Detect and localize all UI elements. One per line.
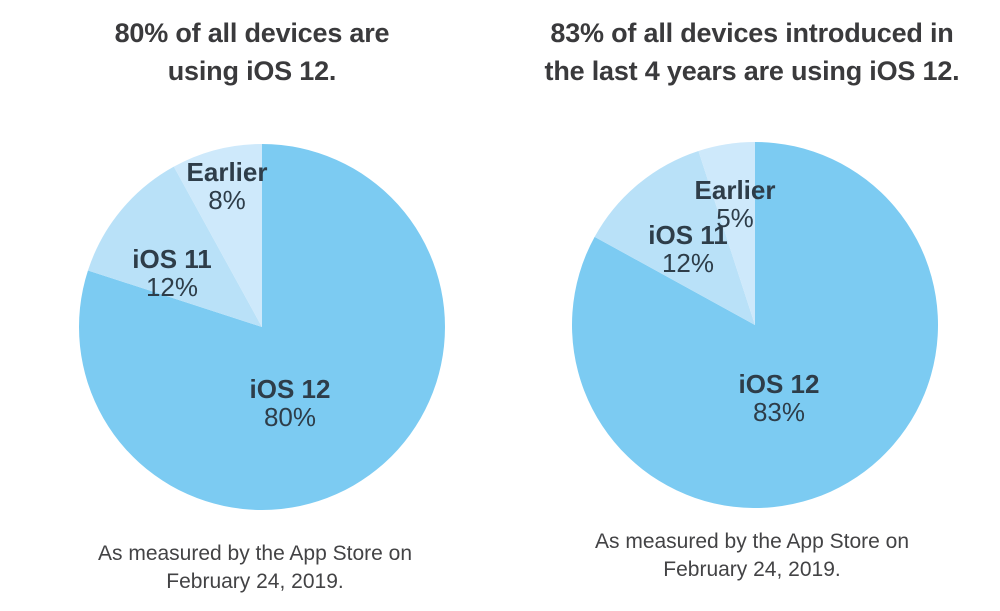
caption-line: February 24, 2019. [166,570,344,593]
title-line: 83% of all devices introduced in [550,18,954,48]
pie-slice-ios-11 [594,150,755,325]
pie-chart-recent-devices: iOS 12 83% iOS 11 12% Earlier 5% [572,142,938,508]
slice-name: Earlier [694,175,776,205]
slice-name: iOS 11 [132,244,212,274]
pie-svg [79,144,445,510]
slice-percentage: 8% [208,185,246,215]
caption-line: February 24, 2019. [663,558,841,581]
slice-name: iOS 12 [738,369,820,399]
caption-line: As measured by the App Store on [594,530,910,553]
chart-caption: As measured by the App Store on February… [5,540,505,596]
pie-labels: iOS 12 80% iOS 11 12% Earlier 8% [79,144,445,510]
pie-chart-all-devices: iOS 12 80% iOS 11 12% Earlier 8% [79,144,445,510]
slice-label-earlier: Earlier 8% [187,158,268,214]
slice-name: iOS 11 [648,220,728,250]
slice-percentage: 5% [716,203,754,233]
chart-caption: As measured by the App Store on February… [502,528,1000,584]
slice-label-ios-12: iOS 12 83% [739,370,820,426]
pie-slice-earlier [173,144,262,327]
slice-percentage: 83% [752,397,806,427]
slice-label-ios-11: iOS 11 12% [132,245,212,301]
title-line: the last 4 years are using iOS 12. [544,56,960,86]
slice-percentage: 12% [145,272,199,302]
slice-label-earlier: Earlier 5% [695,176,776,232]
slice-name: Earlier [186,157,268,187]
pie-labels: iOS 12 83% iOS 11 12% Earlier 5% [572,142,938,508]
slice-percentage: 12% [661,248,715,278]
chart-title-all-devices: 80% of all devices are using iOS 12. [2,14,502,90]
slice-percentage: 80% [263,402,317,432]
chart-title-recent-devices: 83% of all devices introduced in the las… [506,14,998,90]
title-line: using iOS 12. [167,56,337,86]
pie-svg [572,142,938,508]
title-line: 80% of all devices are [114,18,390,48]
slice-name: iOS 12 [249,374,331,404]
caption-line: As measured by the App Store on [97,542,413,565]
slice-label-ios-11: iOS 11 12% [648,221,728,277]
pie-slice-earlier [698,142,755,325]
slice-label-ios-12: iOS 12 80% [250,375,331,431]
pie-slice-ios-11 [87,166,262,327]
